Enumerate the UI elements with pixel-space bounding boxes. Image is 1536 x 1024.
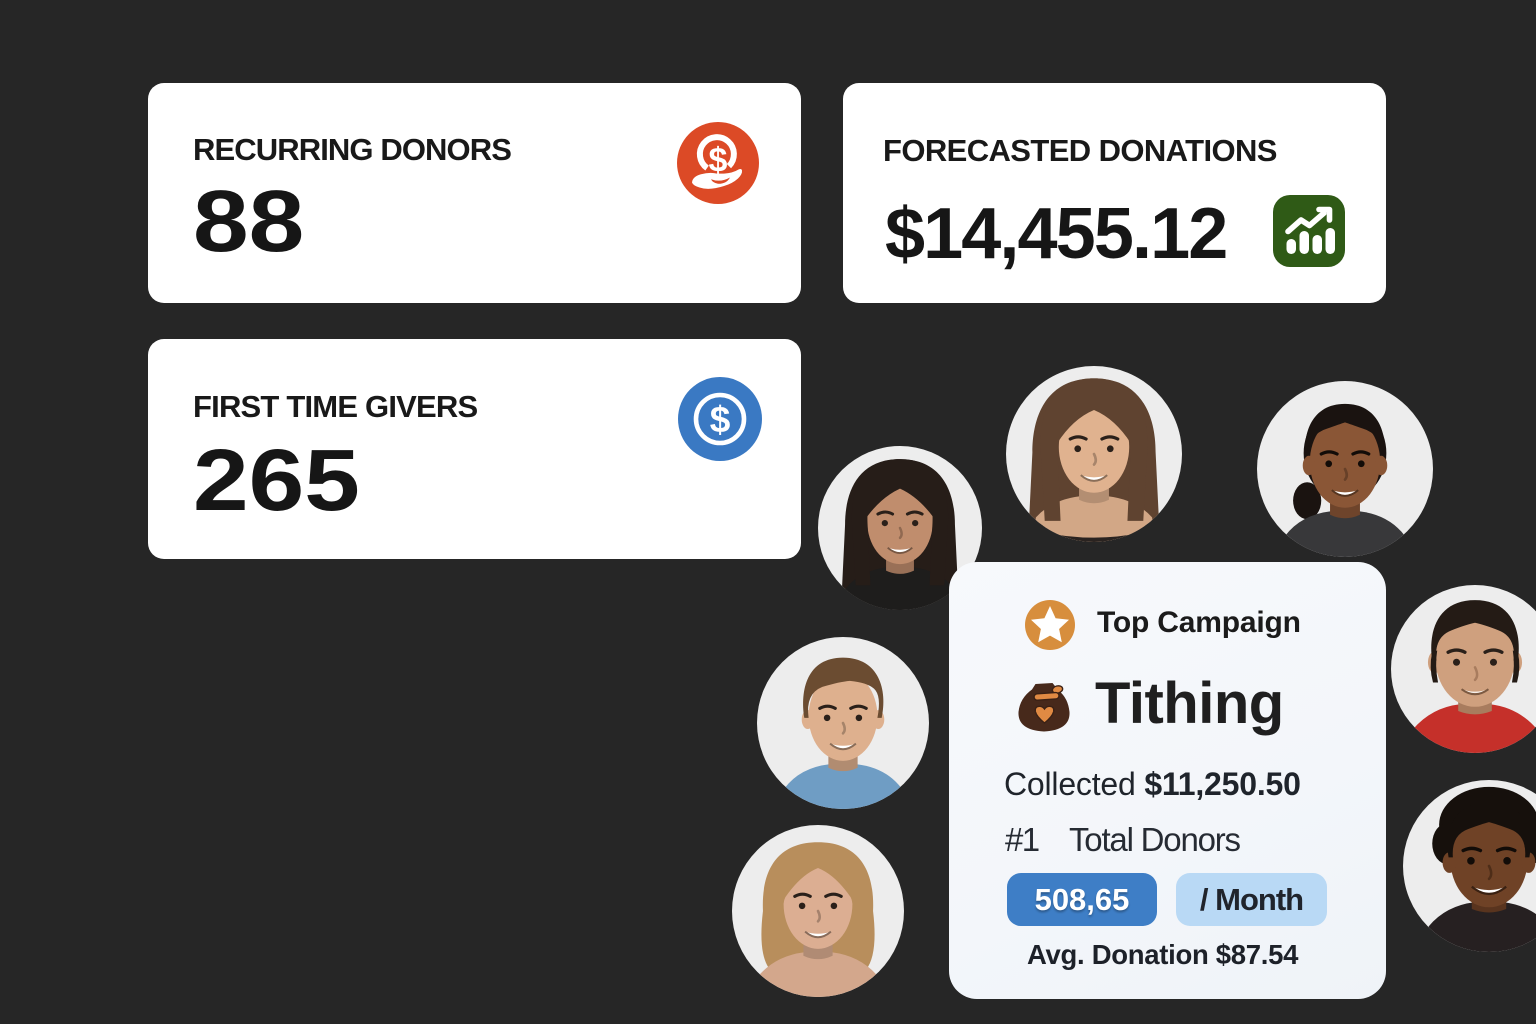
svg-text:$: $ <box>710 399 731 440</box>
svg-text:$: $ <box>709 142 728 180</box>
